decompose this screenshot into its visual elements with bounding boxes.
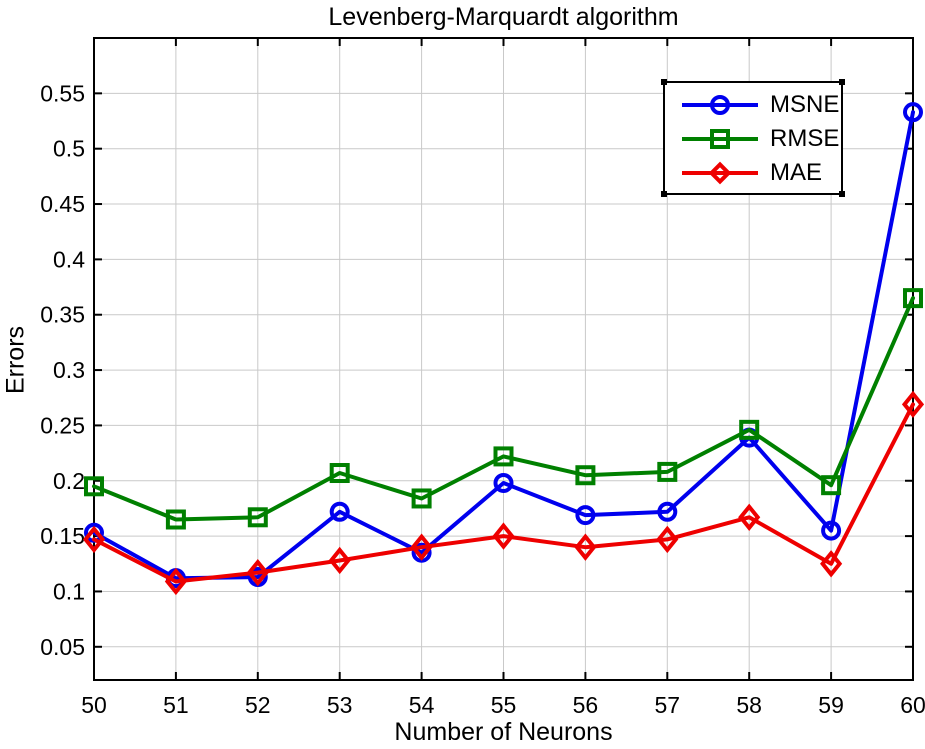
svg-text:0.1: 0.1 bbox=[53, 578, 85, 604]
legend-line-sample bbox=[682, 93, 758, 117]
legend[interactable]: MSNE RMSE MAE bbox=[661, 79, 845, 197]
x-axis-label: Number of Neurons bbox=[394, 718, 613, 746]
legend-label: MAE bbox=[770, 159, 823, 186]
legend-resize-handle[interactable] bbox=[661, 79, 667, 85]
svg-text:55: 55 bbox=[491, 692, 517, 718]
svg-text:0.5: 0.5 bbox=[53, 136, 85, 162]
svg-text:0.25: 0.25 bbox=[40, 412, 85, 438]
svg-text:56: 56 bbox=[573, 692, 599, 718]
svg-text:58: 58 bbox=[736, 692, 762, 718]
diamond-marker-icon bbox=[708, 161, 732, 185]
legend-item-rmse[interactable]: RMSE bbox=[682, 122, 841, 156]
svg-text:0.05: 0.05 bbox=[40, 634, 85, 660]
svg-text:0.45: 0.45 bbox=[40, 191, 85, 217]
svg-text:0.35: 0.35 bbox=[40, 302, 85, 328]
legend-line-sample bbox=[682, 127, 758, 151]
svg-text:57: 57 bbox=[655, 692, 681, 718]
svg-text:60: 60 bbox=[900, 692, 925, 718]
legend-resize-handle[interactable] bbox=[661, 191, 667, 197]
svg-text:50: 50 bbox=[81, 692, 107, 718]
legend-item-msne[interactable]: MSNE bbox=[682, 88, 841, 122]
legend-item-mae[interactable]: MAE bbox=[682, 156, 841, 190]
svg-text:53: 53 bbox=[327, 692, 353, 718]
chart-title: Levenberg-Marquardt algorithm bbox=[328, 3, 679, 31]
square-marker-icon bbox=[710, 129, 730, 149]
svg-text:0.55: 0.55 bbox=[40, 80, 85, 106]
circle-marker-icon bbox=[710, 95, 730, 115]
legend-resize-handle[interactable] bbox=[839, 191, 845, 197]
legend-label: RMSE bbox=[770, 125, 840, 152]
svg-text:59: 59 bbox=[818, 692, 844, 718]
legend-label: MSNE bbox=[770, 91, 840, 118]
legend-line-sample bbox=[682, 161, 758, 185]
svg-text:0.3: 0.3 bbox=[53, 357, 85, 383]
svg-text:0.15: 0.15 bbox=[40, 523, 85, 549]
svg-text:0.4: 0.4 bbox=[53, 246, 85, 272]
svg-text:54: 54 bbox=[409, 692, 435, 718]
y-axis-label: Errors bbox=[1, 325, 30, 395]
svg-text:52: 52 bbox=[245, 692, 271, 718]
legend-resize-handle[interactable] bbox=[839, 79, 845, 85]
svg-text:0.2: 0.2 bbox=[53, 468, 85, 494]
svg-text:51: 51 bbox=[163, 692, 189, 718]
